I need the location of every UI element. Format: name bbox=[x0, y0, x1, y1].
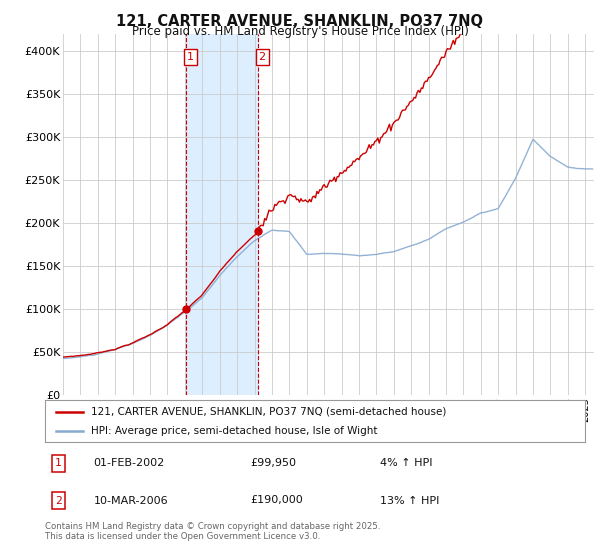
Text: 01-FEB-2002: 01-FEB-2002 bbox=[94, 459, 165, 468]
Text: 4% ↑ HPI: 4% ↑ HPI bbox=[380, 459, 432, 468]
Text: Contains HM Land Registry data © Crown copyright and database right 2025.
This d: Contains HM Land Registry data © Crown c… bbox=[45, 522, 380, 542]
Text: 2: 2 bbox=[55, 496, 62, 506]
Text: HPI: Average price, semi-detached house, Isle of Wight: HPI: Average price, semi-detached house,… bbox=[91, 426, 377, 436]
Text: 13% ↑ HPI: 13% ↑ HPI bbox=[380, 496, 439, 506]
Text: 1: 1 bbox=[187, 52, 194, 62]
Text: 121, CARTER AVENUE, SHANKLIN, PO37 7NQ: 121, CARTER AVENUE, SHANKLIN, PO37 7NQ bbox=[116, 14, 484, 29]
Text: 1: 1 bbox=[55, 459, 62, 468]
Text: 10-MAR-2006: 10-MAR-2006 bbox=[94, 496, 168, 506]
Bar bbox=[186, 34, 258, 395]
Text: Price paid vs. HM Land Registry's House Price Index (HPI): Price paid vs. HM Land Registry's House … bbox=[131, 25, 469, 38]
Text: 2: 2 bbox=[259, 52, 266, 62]
Text: 121, CARTER AVENUE, SHANKLIN, PO37 7NQ (semi-detached house): 121, CARTER AVENUE, SHANKLIN, PO37 7NQ (… bbox=[91, 407, 446, 417]
Text: £190,000: £190,000 bbox=[250, 496, 303, 506]
Text: £99,950: £99,950 bbox=[250, 459, 296, 468]
